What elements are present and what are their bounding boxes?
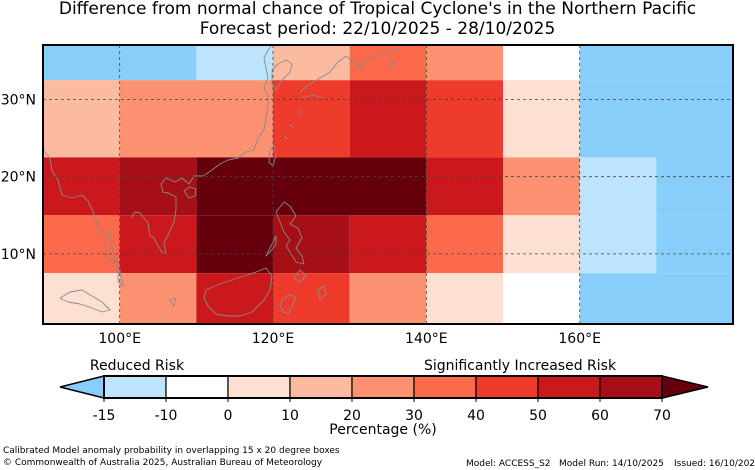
coastlines bbox=[43, 45, 405, 317]
colorbar-tick-label: -10 bbox=[155, 408, 178, 424]
colorbar: Reduced Risk Significantly Increased Ris… bbox=[59, 358, 709, 438]
risk-cell bbox=[119, 157, 197, 216]
risk-cell bbox=[503, 215, 580, 274]
colorbar-tick-label: 20 bbox=[343, 408, 361, 424]
colorbar-tick-label: 70 bbox=[653, 408, 671, 424]
colorbar-bin bbox=[475, 375, 539, 399]
colorbar-tick-label: 60 bbox=[591, 408, 609, 424]
colorbar-axis-label: Percentage (%) bbox=[329, 422, 436, 438]
map-title: Difference from normal chance of Tropica… bbox=[58, 0, 697, 19]
risk-grid bbox=[43, 45, 733, 324]
colorbar-bin bbox=[537, 375, 601, 399]
risk-cell bbox=[43, 215, 120, 274]
risk-cell bbox=[426, 80, 503, 158]
map-axis-labels: 100°E 120°E 140°E 160°E 30°N 20°N 10°N bbox=[1, 93, 601, 348]
colorbar-tick-label: 0 bbox=[224, 408, 233, 424]
colorbar-under-arrow bbox=[59, 375, 105, 399]
risk-cell bbox=[349, 273, 427, 324]
coastline-ryukyu bbox=[283, 109, 303, 140]
latitude-label: 20°N bbox=[1, 170, 36, 186]
colorbar-bin bbox=[599, 375, 663, 399]
colorbar-bin bbox=[413, 375, 477, 399]
risk-cell bbox=[503, 273, 580, 324]
risk-cell bbox=[273, 215, 350, 274]
risk-cell bbox=[579, 157, 657, 216]
increased-risk-label: Significantly Increased Risk bbox=[424, 358, 617, 374]
risk-cell bbox=[579, 45, 733, 81]
colorbar-outline bbox=[103, 375, 663, 399]
footer-copyright: © Commonwealth of Australia 2025, Austra… bbox=[3, 458, 323, 468]
risk-cell bbox=[503, 80, 580, 158]
risk-cell bbox=[426, 273, 503, 324]
risk-cell bbox=[426, 215, 503, 274]
risk-cell bbox=[426, 45, 503, 81]
colorbar-over-arrow bbox=[661, 375, 709, 399]
footer-model: Model: ACCESS_S2 bbox=[466, 459, 551, 469]
longitude-label: 140°E bbox=[405, 331, 448, 347]
risk-cell bbox=[503, 45, 580, 81]
forecast-period: Forecast period: 22/10/2025 - 28/10/2025 bbox=[199, 19, 556, 39]
risk-cell bbox=[119, 273, 197, 324]
risk-cell bbox=[196, 157, 427, 216]
footer-issued: Issued: 16/10/2025 bbox=[674, 459, 755, 469]
coastline-borneo bbox=[203, 267, 273, 317]
colorbar-tick-label: 10 bbox=[281, 408, 299, 424]
coastline-taiwan bbox=[268, 145, 277, 167]
colorbar-bin bbox=[227, 375, 291, 399]
colorbar-tick-label: -15 bbox=[93, 408, 116, 424]
map-panel bbox=[42, 44, 734, 325]
coastline-mainland-asia bbox=[43, 45, 273, 287]
risk-cell bbox=[119, 215, 197, 274]
graticule bbox=[43, 45, 733, 324]
risk-cell bbox=[579, 80, 733, 158]
colorbar-tick-labels: -15 -10 0 10 20 30 40 50 60 70 bbox=[93, 398, 671, 424]
colorbar-bin bbox=[165, 375, 229, 399]
coastline-korea-japan bbox=[271, 45, 405, 99]
risk-cell bbox=[43, 80, 120, 158]
risk-cell bbox=[656, 215, 733, 274]
longitude-label: 120°E bbox=[252, 331, 295, 347]
coastline-hainan bbox=[183, 186, 197, 199]
longitude-label: 160°E bbox=[558, 331, 601, 347]
risk-cell bbox=[196, 273, 273, 324]
risk-cell bbox=[273, 80, 350, 158]
risk-cell bbox=[196, 45, 273, 81]
colorbar-tick-label: 50 bbox=[529, 408, 547, 424]
colorbar-tick-label: 30 bbox=[405, 408, 423, 424]
latitude-label: 30°N bbox=[1, 93, 36, 109]
reduced-risk-label: Reduced Risk bbox=[90, 358, 185, 374]
risk-cell bbox=[349, 45, 427, 81]
risk-cell bbox=[426, 157, 503, 216]
footer-description: Calibrated Model anomaly probability in … bbox=[3, 446, 340, 456]
coastline-sumatra bbox=[59, 289, 111, 313]
risk-cell bbox=[196, 215, 273, 274]
risk-cell bbox=[503, 157, 580, 216]
colorbar-bin bbox=[103, 375, 167, 399]
risk-cell bbox=[43, 45, 197, 81]
risk-cell bbox=[349, 80, 427, 158]
coastline-sulawesi-moluccas bbox=[169, 285, 327, 315]
risk-cell bbox=[349, 215, 427, 274]
risk-cell bbox=[43, 273, 120, 324]
colorbar-bin bbox=[351, 375, 415, 399]
risk-cell bbox=[579, 215, 657, 274]
risk-cell bbox=[43, 157, 120, 216]
map-frame bbox=[42, 44, 734, 325]
colorbar-body bbox=[59, 375, 709, 399]
colorbar-tick-label: 40 bbox=[467, 408, 485, 424]
longitude-label: 100°E bbox=[98, 331, 141, 347]
risk-cell bbox=[273, 45, 350, 81]
colorbar-bin bbox=[289, 375, 353, 399]
risk-cell bbox=[273, 273, 350, 324]
risk-cell bbox=[579, 273, 733, 324]
footer-model-run: Model Run: 14/10/2025 bbox=[559, 459, 664, 469]
risk-cell bbox=[656, 157, 733, 216]
latitude-label: 10°N bbox=[1, 247, 36, 263]
risk-cell bbox=[119, 80, 274, 158]
